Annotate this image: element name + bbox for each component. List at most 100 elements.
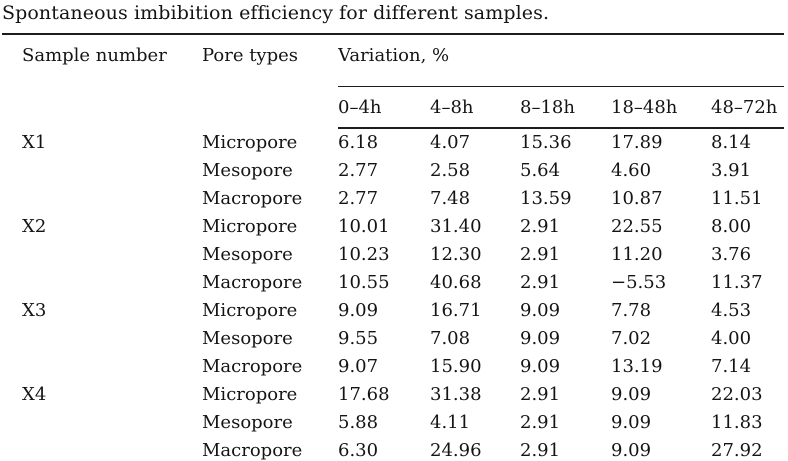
pore-type-cell: Macropore <box>202 188 303 209</box>
variation-value-cell: 17.89 <box>611 132 663 153</box>
variation-value-cell: 9.09 <box>611 440 652 461</box>
table-row: X1 Micropore 6.18 4.07 15.36 17.89 8.14 <box>2 128 784 157</box>
variation-value-cell: 2.58 <box>430 160 471 181</box>
variation-value-cell: 3.91 <box>711 160 752 181</box>
variation-value-cell: 9.09 <box>520 328 561 349</box>
table-row: Macropore 10.55 40.68 2.91 −5.53 11.37 <box>2 269 784 297</box>
table-row: Macropore 6.30 24.96 2.91 9.09 27.92 <box>2 437 784 461</box>
sample-number-cell <box>2 269 202 297</box>
variation-value-cell: 7.48 <box>430 188 471 209</box>
variation-value-cell: 9.09 <box>520 356 561 377</box>
variation-value-cell: 9.09 <box>338 300 379 321</box>
variation-value-cell: 2.91 <box>520 384 561 405</box>
variation-value-cell: 13.19 <box>611 356 663 377</box>
sample-number-cell <box>2 437 202 461</box>
variation-value-cell: 2.91 <box>520 412 561 433</box>
variation-value-cell: 10.87 <box>611 188 663 209</box>
table-row: X2 Micropore 10.01 31.40 2.91 22.55 8.00 <box>2 213 784 241</box>
table-header: Sample number Pore types Variation, % 0–… <box>2 34 785 129</box>
variation-value-cell: 9.09 <box>611 412 652 433</box>
variation-value-cell: 22.55 <box>611 216 663 237</box>
variation-value-cell: 22.03 <box>711 384 763 405</box>
variation-value-cell: 9.07 <box>338 356 379 377</box>
sample-number-cell: X1 <box>22 131 47 153</box>
time-column-header: 4–8h <box>430 86 520 129</box>
variation-value-cell: 10.23 <box>338 244 390 265</box>
variation-value-cell: 31.40 <box>430 216 482 237</box>
sample-number-cell: X3 <box>22 300 47 321</box>
variation-value-cell: 8.14 <box>711 132 752 153</box>
variation-value-cell: 2.77 <box>338 160 379 181</box>
variation-value-cell: 2.91 <box>520 440 561 461</box>
pore-type-cell: Micropore <box>202 384 298 405</box>
sample-number-cell <box>2 409 202 437</box>
sample-number-cell <box>2 353 202 381</box>
time-column-header: 18–48h <box>611 86 711 129</box>
sample-number-cell <box>2 157 202 185</box>
pore-type-cell: Macropore <box>202 272 303 293</box>
table-row: Mesopore 10.23 12.30 2.91 11.20 3.76 <box>2 241 784 269</box>
variation-value-cell: 16.71 <box>430 300 482 321</box>
pore-type-cell: Mesopore <box>202 412 293 433</box>
pore-type-cell: Micropore <box>202 300 298 321</box>
variation-value-cell: 4.11 <box>430 412 471 433</box>
variation-value-cell: 11.20 <box>611 244 663 265</box>
col-header-variation-group: Variation, % <box>338 34 785 87</box>
variation-value-cell: 5.64 <box>520 160 561 181</box>
variation-value-cell: 9.09 <box>611 384 652 405</box>
table-row: X3 Micropore 9.09 16.71 9.09 7.78 4.53 <box>2 297 784 325</box>
variation-value-cell: 15.90 <box>430 356 482 377</box>
sample-number-cell <box>2 241 202 269</box>
variation-value-cell: 4.60 <box>611 160 652 181</box>
variation-value-cell: 27.92 <box>711 440 763 461</box>
table-row: Mesopore 2.77 2.58 5.64 4.60 3.91 <box>2 157 784 185</box>
table-body: X1 Micropore 6.18 4.07 15.36 17.89 8.14 Mesopor… <box>2 128 784 461</box>
sample-number-cell <box>2 185 202 213</box>
variation-value-cell: 2.91 <box>520 244 561 265</box>
pore-type-cell: Mesopore <box>202 160 293 181</box>
variation-value-cell: 10.01 <box>338 216 390 237</box>
pore-type-cell: Micropore <box>202 216 298 237</box>
pore-type-cell: Macropore <box>202 440 303 461</box>
pore-type-cell: Macropore <box>202 356 303 377</box>
variation-value-cell: 2.77 <box>338 188 379 209</box>
sample-number-cell <box>2 325 202 353</box>
sample-number-cell: X2 <box>22 216 47 237</box>
variation-value-cell: 6.30 <box>338 440 379 461</box>
variation-value-cell: 10.55 <box>338 272 390 293</box>
variation-value-cell: 40.68 <box>430 272 482 293</box>
table-caption: Spontaneous imbibition efficiency for di… <box>2 2 550 24</box>
table-row: Mesopore 5.88 4.11 2.91 9.09 11.83 <box>2 409 784 437</box>
pore-type-cell: Micropore <box>202 131 298 153</box>
variation-value-cell: 4.07 <box>430 132 471 153</box>
variation-value-cell: 7.02 <box>611 328 652 349</box>
table-row: Mesopore 9.55 7.08 9.09 7.02 4.00 <box>2 325 784 353</box>
variation-value-cell: 6.18 <box>338 132 379 153</box>
variation-value-cell: 11.37 <box>711 272 763 293</box>
variation-value-cell: 13.59 <box>520 188 572 209</box>
variation-value-cell: 9.55 <box>338 328 379 349</box>
variation-value-cell: 4.53 <box>711 300 752 321</box>
sample-number-cell: X4 <box>22 384 47 405</box>
variation-value-cell: 2.91 <box>520 272 561 293</box>
variation-value-cell: 7.78 <box>611 300 652 321</box>
time-column-header: 8–18h <box>520 86 611 129</box>
time-column-header: 0–4h <box>338 86 430 129</box>
header-row-time-intervals: 0–4h 4–8h 8–18h 18–48h 48–72h <box>2 86 785 129</box>
col-header-sample-number: Sample number <box>22 45 167 66</box>
pore-type-cell: Mesopore <box>202 244 293 265</box>
time-column-header: 48–72h <box>711 86 785 129</box>
header-row-top: Sample number Pore types Variation, % <box>2 34 785 87</box>
variation-value-cell: 15.36 <box>520 132 572 153</box>
imbibition-efficiency-table: Sample number Pore types Variation, % 0–… <box>2 33 785 461</box>
variation-value-cell: 5.88 <box>338 412 379 433</box>
table-row: X4 Micropore 17.68 31.38 2.91 9.09 22.03 <box>2 381 784 409</box>
variation-value-cell: 8.00 <box>711 216 752 237</box>
variation-value-cell: 2.91 <box>520 216 561 237</box>
table-row: Macropore 9.07 15.90 9.09 13.19 7.14 <box>2 353 784 381</box>
variation-value-cell: 24.96 <box>430 440 482 461</box>
variation-value-cell: 11.83 <box>711 412 763 433</box>
pore-type-cell: Mesopore <box>202 328 293 349</box>
variation-value-cell: 17.68 <box>338 384 390 405</box>
